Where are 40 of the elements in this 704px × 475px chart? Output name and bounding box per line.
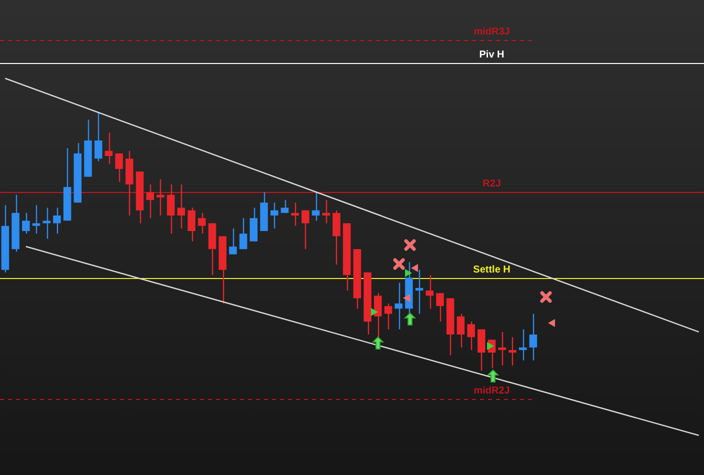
ref-line-label: Settle H [473, 264, 510, 276]
candlestick [177, 184, 186, 230]
candlestick [250, 207, 258, 242]
ref-line-label: midR2J [474, 385, 510, 396]
candlestick [436, 292, 444, 322]
candlestick [53, 207, 61, 234]
ref-line-label: midR3J [474, 26, 510, 38]
ref-line-label: Piv H [479, 49, 504, 60]
candlestick [166, 184, 175, 234]
candlestick [188, 207, 196, 242]
candlestick [394, 282, 402, 330]
candlestick [104, 132, 113, 164]
candlestick [198, 212, 206, 234]
candlestick [302, 210, 310, 250]
candlestick [270, 202, 278, 230]
candlestick [42, 207, 50, 240]
candlestick [146, 184, 154, 219]
candlestick [291, 202, 299, 226]
candlestick [312, 192, 320, 222]
candlestick [415, 269, 424, 314]
candlestick [322, 199, 330, 224]
ref-line-label: R2J [482, 178, 501, 190]
candlestick [498, 331, 506, 366]
candlestick [239, 217, 248, 250]
candlestick [384, 302, 392, 330]
candlestick [156, 178, 164, 216]
candlestick [115, 152, 123, 182]
candlestick [529, 313, 538, 361]
candlestick [229, 228, 237, 255]
candlestick [456, 313, 465, 348]
candlestick [22, 212, 30, 234]
candlestick [518, 328, 527, 361]
candlestick [426, 274, 434, 310]
candlestick [94, 111, 102, 162]
candlestick [332, 210, 340, 266]
candlestick [32, 204, 40, 234]
candlestick [467, 320, 475, 351]
candlestick [478, 328, 486, 372]
candlestick [508, 336, 516, 366]
candlestick [280, 199, 289, 214]
